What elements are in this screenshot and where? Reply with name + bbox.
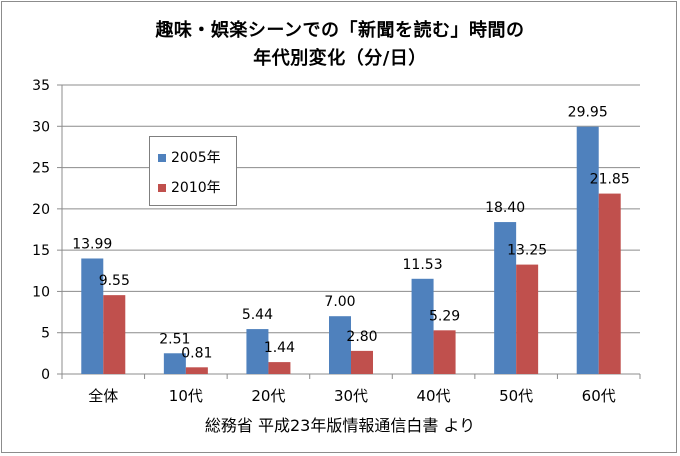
data-label: 9.55 (99, 273, 130, 289)
bar-2005年-50代 (494, 222, 517, 374)
bar-2005年-全体 (81, 258, 104, 374)
y-tick-label: 15 (32, 243, 50, 259)
bar-2005年-60代 (576, 126, 599, 374)
data-label: 13.99 (72, 236, 112, 252)
bar-2010年-50代 (516, 264, 539, 374)
x-axis-ticks: 全体 10代 20代 30代 40代 50代 60代 (88, 387, 615, 405)
y-tick-label: 30 (32, 119, 50, 135)
data-label: 7.00 (324, 294, 355, 310)
bar-2010年-20代 (268, 362, 291, 374)
bar-2005年-40代 (411, 278, 434, 374)
x-tick-label: 全体 (88, 387, 118, 405)
legend-swatch-2010 (158, 184, 166, 192)
bars (81, 126, 621, 374)
gridlines (57, 84, 641, 379)
data-label: 29.95 (568, 105, 608, 121)
legend-label-2005: 2005年 (171, 150, 221, 166)
x-tick-label: 50代 (499, 387, 533, 405)
x-tick-label: 60代 (582, 387, 616, 405)
y-tick-label: 10 (32, 284, 50, 300)
bar-2010年-全体 (103, 295, 126, 374)
source-note: 総務省 平成23年版情報通信白書 より (204, 416, 476, 435)
bar-2010年-30代 (351, 350, 373, 374)
legend-item-2005: 2005年 (158, 147, 221, 167)
x-tick-label: 30代 (334, 387, 368, 405)
data-label: 21.85 (590, 172, 630, 188)
y-tick-label: 25 (32, 161, 50, 177)
legend-label-2010: 2010年 (171, 180, 221, 196)
y-tick-label: 0 (41, 367, 50, 383)
data-label: 11.53 (403, 257, 443, 273)
x-tick-label: 40代 (417, 387, 451, 405)
bar-2005年-20代 (246, 329, 269, 374)
legend-swatch-2005 (158, 154, 166, 162)
legend-item-2010: 2010年 (158, 177, 221, 197)
chart-subtitle: 年代別変化（分/日） (253, 48, 427, 69)
bar-2010年-40代 (433, 330, 456, 374)
bar-2010年-60代 (598, 193, 621, 374)
x-tick-label: 20代 (251, 387, 285, 405)
data-label: 18.40 (485, 200, 525, 216)
chart-title: 趣味・娯楽シーンでの「新聞を読む」時間の (155, 20, 525, 41)
data-label: 0.81 (181, 345, 212, 361)
x-tick-label: 10代 (169, 387, 203, 405)
data-labels: 13.99 2.51 5.44 7.00 11.53 18.40 29.95 9.55 0.81… (72, 105, 630, 362)
bar-2010年-10代 (185, 367, 208, 374)
data-label: 5.44 (242, 307, 273, 323)
bar-2005年-30代 (329, 316, 351, 374)
legend: 2005年 2010年 (149, 136, 237, 206)
data-label: 1.44 (264, 340, 295, 356)
y-tick-label: 20 (32, 202, 50, 218)
data-label: 13.25 (507, 243, 547, 259)
y-tick-label: 35 (32, 78, 50, 94)
y-axis-ticks: 0 5 10 15 20 25 30 35 (32, 78, 50, 383)
y-tick-label: 5 (41, 326, 50, 342)
bar-2005年-10代 (163, 353, 186, 374)
data-label: 2.80 (346, 329, 377, 345)
data-label: 2.51 (159, 331, 190, 347)
data-label: 5.29 (429, 308, 460, 324)
